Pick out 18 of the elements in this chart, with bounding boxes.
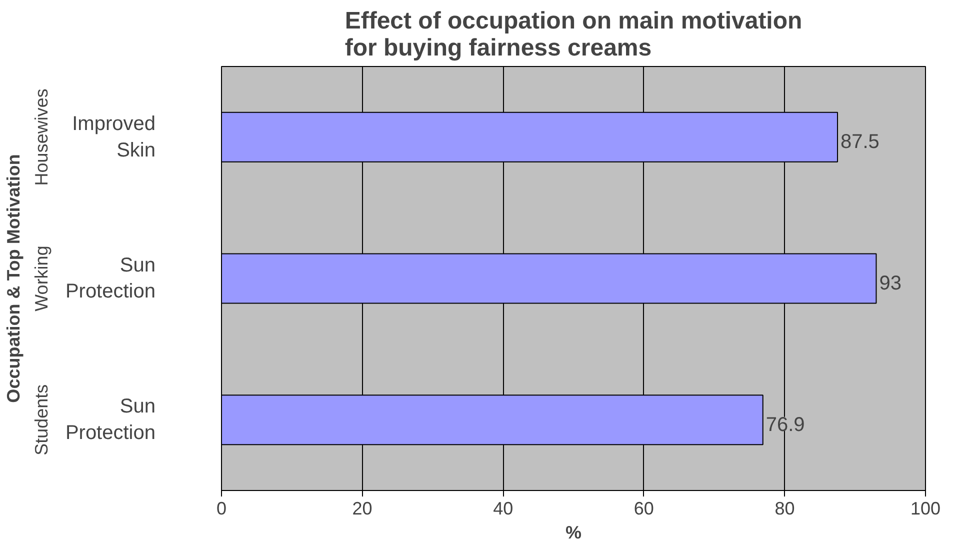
x-axis-title: % [566,522,582,542]
text: Working [32,246,52,312]
text: Housewives [32,88,52,186]
x-tick-label: 0 [216,498,227,518]
x-tick-label: 20 [352,498,372,518]
data-label: 93 [879,272,902,294]
y-tick-label: Sun Protection [65,396,156,444]
y-axis-title: Occupation & Top Motivation [4,154,24,403]
x-tick-label: 40 [493,498,514,518]
x-tick-label: 80 [774,498,795,518]
text: Students [32,384,52,456]
data-label: 87.5 [840,131,880,154]
y-tick-label: Improved Skin [72,112,156,162]
x-tick-label: 60 [634,498,654,518]
data-label: 76.9 [766,414,805,436]
chart-title: Effect of occupation on main motivation for buying fairness creams [344,8,802,62]
y-tick-label: Sun Protection [65,254,156,303]
x-tick-label: 100 [910,498,941,518]
